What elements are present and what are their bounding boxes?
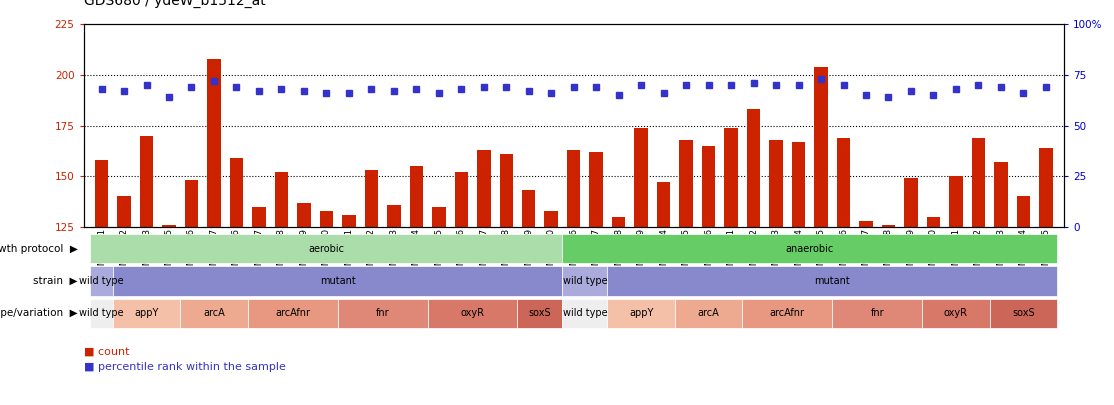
Bar	[724, 128, 737, 405]
Bar	[117, 196, 130, 405]
Text: strain  ▶: strain ▶	[33, 276, 78, 286]
Text: wild type: wild type	[79, 309, 124, 318]
Text: ■ percentile rank within the sample: ■ percentile rank within the sample	[84, 362, 285, 372]
Text: soxS: soxS	[1013, 309, 1035, 318]
Text: mutant: mutant	[320, 276, 355, 286]
Bar	[949, 176, 962, 405]
Bar	[680, 140, 693, 405]
Text: ■ count: ■ count	[84, 346, 129, 356]
Bar	[387, 205, 401, 405]
Bar	[163, 225, 176, 405]
Bar	[927, 217, 940, 405]
Bar	[207, 59, 221, 405]
Bar	[567, 150, 580, 405]
Text: GDS680 / ydeW_b1512_at: GDS680 / ydeW_b1512_at	[84, 0, 265, 8]
Bar	[455, 172, 468, 405]
Bar	[657, 182, 671, 405]
Text: wild type: wild type	[563, 309, 607, 318]
Text: arcAfnr: arcAfnr	[770, 309, 804, 318]
Bar	[545, 211, 558, 405]
Bar	[275, 172, 289, 405]
Bar	[792, 142, 805, 405]
Bar	[477, 150, 490, 405]
Bar	[320, 211, 333, 405]
Text: genotype/variation  ▶: genotype/variation ▶	[0, 309, 78, 318]
Bar	[702, 146, 715, 405]
Text: soxS: soxS	[529, 309, 551, 318]
Bar	[1039, 148, 1053, 405]
Bar	[837, 138, 850, 405]
Bar	[252, 207, 265, 405]
Text: wild type: wild type	[563, 276, 607, 286]
Text: aerobic: aerobic	[309, 244, 344, 254]
Text: arcAfnr: arcAfnr	[275, 309, 310, 318]
Text: fnr: fnr	[375, 309, 390, 318]
Bar	[589, 152, 603, 405]
Text: oxyR: oxyR	[944, 309, 968, 318]
Bar	[522, 190, 536, 405]
Text: oxyR: oxyR	[460, 309, 485, 318]
Bar	[364, 170, 378, 405]
Bar	[432, 207, 446, 405]
Text: appY: appY	[135, 309, 158, 318]
Bar	[905, 178, 918, 405]
Text: arcA: arcA	[203, 309, 225, 318]
Text: appY: appY	[629, 309, 653, 318]
Bar	[342, 215, 355, 405]
Text: wild type: wild type	[79, 276, 124, 286]
Bar	[139, 136, 154, 405]
Bar	[971, 138, 985, 405]
Bar	[185, 180, 198, 405]
Text: mutant: mutant	[814, 276, 850, 286]
Bar	[1017, 196, 1030, 405]
Bar	[882, 225, 896, 405]
Bar	[297, 202, 311, 405]
Bar	[859, 221, 872, 405]
Text: fnr: fnr	[870, 309, 885, 318]
Bar	[746, 109, 761, 405]
Bar	[814, 67, 828, 405]
Text: anaerobic: anaerobic	[785, 244, 834, 254]
Bar	[994, 162, 1008, 405]
Bar	[770, 140, 783, 405]
Bar	[612, 217, 625, 405]
Bar	[229, 158, 243, 405]
Bar	[634, 128, 648, 405]
Bar	[95, 160, 108, 405]
Bar	[410, 166, 423, 405]
Text: arcA: arcA	[697, 309, 720, 318]
Text: growth protocol  ▶: growth protocol ▶	[0, 244, 78, 254]
Bar	[499, 154, 514, 405]
